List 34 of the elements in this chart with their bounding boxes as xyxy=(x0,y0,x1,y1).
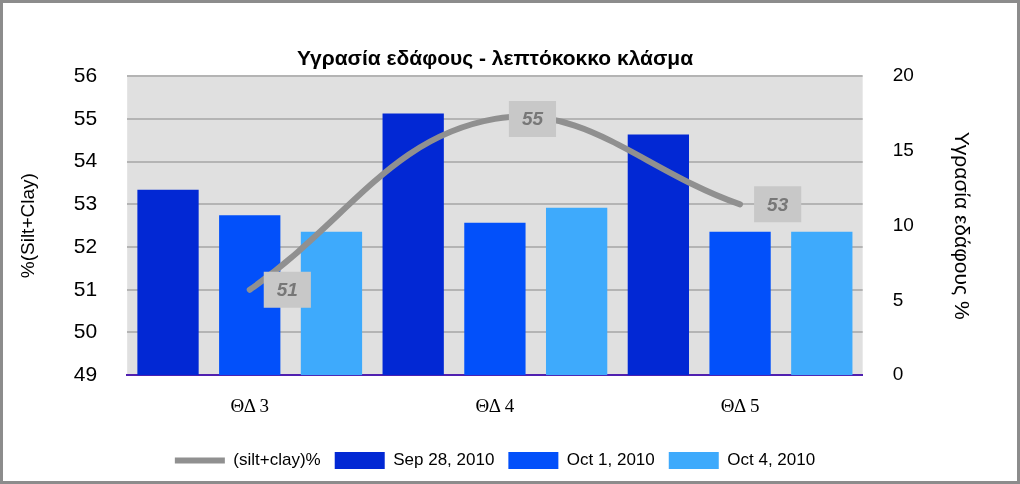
y-tick-label: 54 xyxy=(73,148,98,172)
y-tick-label: 56 xyxy=(73,63,98,86)
y-tick-label: 52 xyxy=(73,233,98,257)
bar xyxy=(464,222,526,376)
y2-tick-label: 15 xyxy=(892,139,914,161)
x-tick-label: ΘΔ 3 xyxy=(230,394,270,416)
y-tick-label: 55 xyxy=(73,105,98,129)
y-tick-label: 51 xyxy=(73,276,98,300)
bar xyxy=(709,231,771,376)
y2-tick-label: 5 xyxy=(892,288,904,310)
bar xyxy=(791,231,853,376)
y2-tick-label: 10 xyxy=(892,213,914,235)
bar xyxy=(627,134,690,376)
bar xyxy=(382,113,444,376)
data-label: 51 xyxy=(276,279,298,301)
data-label: 53 xyxy=(767,193,789,215)
x-tick-label: ΘΔ 4 xyxy=(475,394,515,416)
y-tick-label: 49 xyxy=(73,362,98,385)
y2-axis-title: Υγρασία εδάφους % xyxy=(950,131,974,320)
data-label: 55 xyxy=(521,108,544,130)
y2-tick-label: 0 xyxy=(892,363,904,385)
legend-label: Oct 1, 2010 xyxy=(566,450,655,470)
y-tick-label: 53 xyxy=(73,191,98,215)
legend-label: Sep 28, 2010 xyxy=(393,450,495,470)
y2-tick-label: 20 xyxy=(892,64,914,86)
bar xyxy=(545,207,608,376)
chart-title: Υγρασία εδάφους - λεπτόκοκκο κλάσμα xyxy=(296,46,694,71)
x-tick-label: ΘΔ 5 xyxy=(720,394,760,416)
legend-label: (silt+clay)% xyxy=(233,450,321,470)
legend-label: Oct 4, 2010 xyxy=(727,450,816,470)
y-axis-title: %(Silt+Clay) xyxy=(16,173,38,279)
y-tick-label: 50 xyxy=(73,319,98,343)
bar xyxy=(137,189,199,376)
bar xyxy=(300,231,363,376)
